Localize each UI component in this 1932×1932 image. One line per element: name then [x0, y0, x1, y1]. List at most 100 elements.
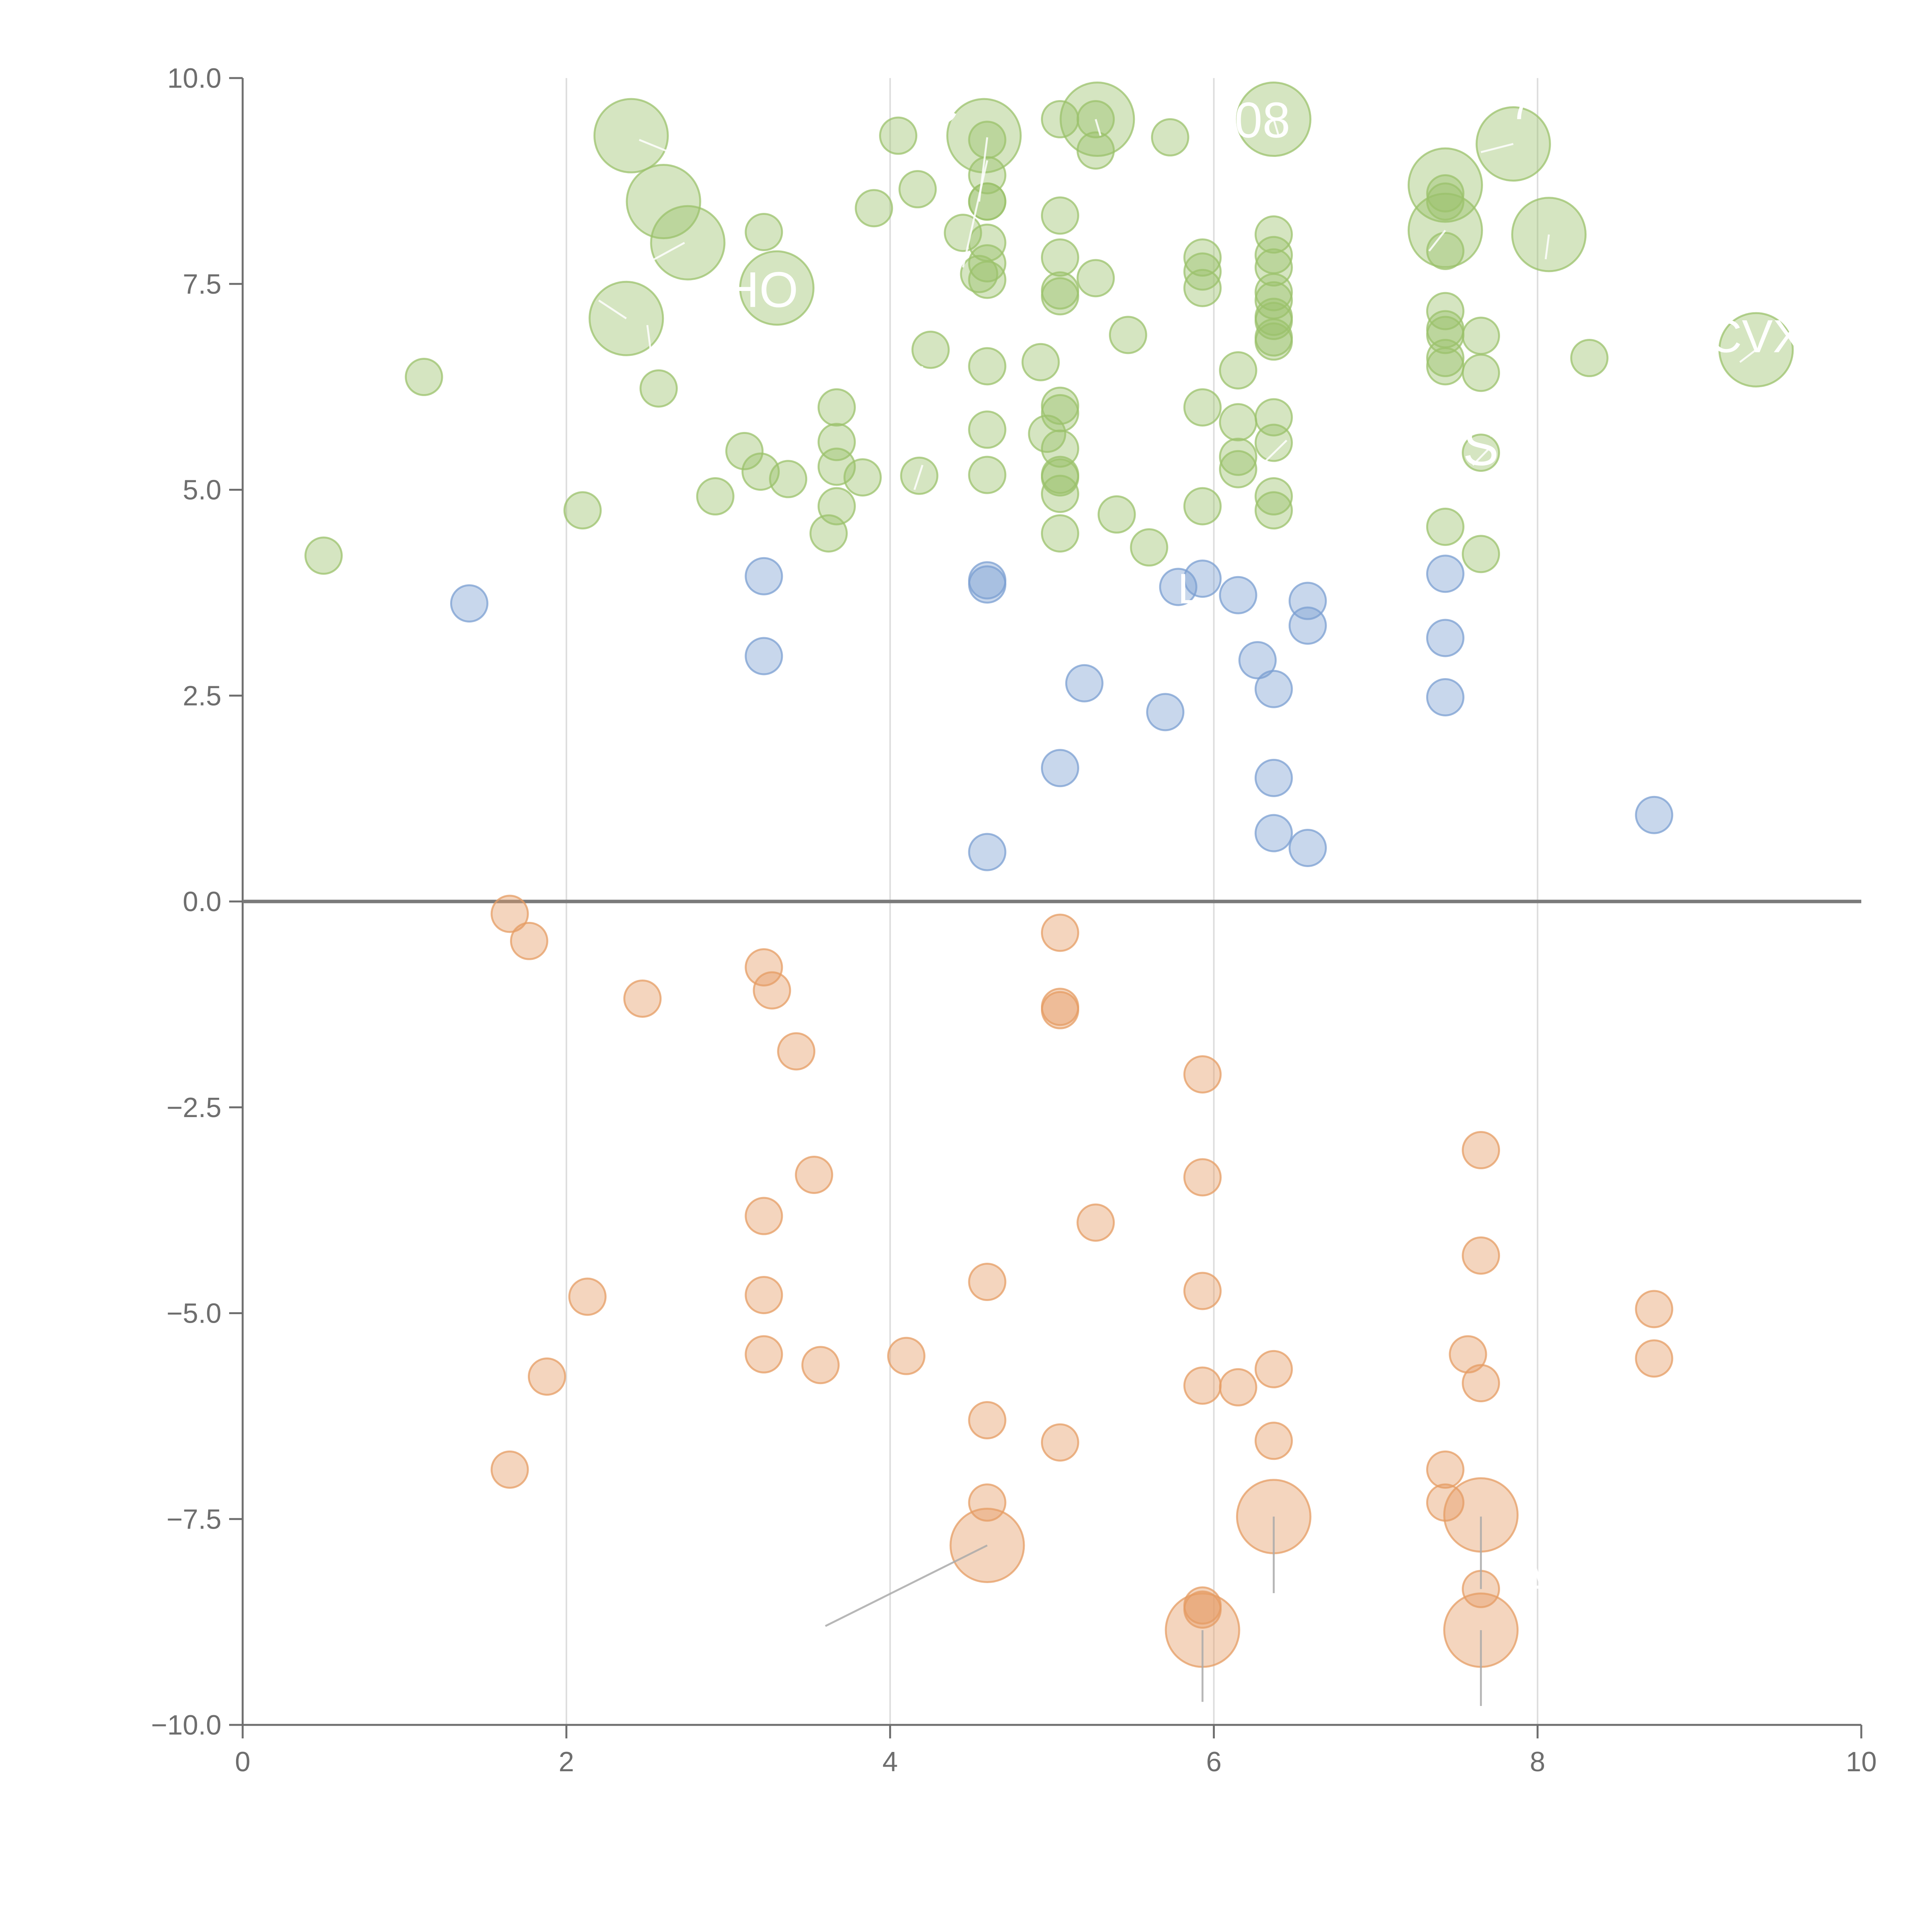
green-bubble: [968, 182, 1007, 221]
green-bubble: [843, 458, 882, 497]
green-bubble: [1219, 437, 1257, 476]
leader-line: [646, 325, 652, 350]
green-bubble: [1041, 458, 1079, 497]
green-bubble: [879, 116, 918, 155]
orange-bubble: [753, 971, 791, 1010]
blue-bubble: [1426, 619, 1464, 657]
green-bubble: [1219, 450, 1257, 488]
green-bubble: [911, 330, 950, 369]
x-tick-label: 0: [235, 1747, 250, 1777]
blue-bubble: [1254, 670, 1293, 708]
point-label: 7: [1510, 81, 1533, 129]
orange-bubble: [490, 1450, 529, 1489]
orange-bubble: [1635, 1339, 1673, 1378]
green-bubble: [1041, 100, 1079, 139]
orange-bubble: [1462, 1236, 1500, 1275]
green-bubble: [1462, 354, 1500, 392]
blue-bubble: [1288, 606, 1327, 645]
green-bubble: [968, 456, 1007, 494]
leader-line: [1480, 143, 1514, 153]
green-bubble: [745, 213, 783, 251]
orange-bubble: [801, 1346, 840, 1384]
green-bubble: [739, 250, 815, 326]
green-bubble: [1021, 343, 1060, 381]
y-tick-label: −10.0: [151, 1710, 221, 1741]
orange-bubble: [1449, 1335, 1487, 1374]
green-bubble: [639, 369, 678, 408]
green-bubble: [1183, 487, 1222, 526]
green-bubble: [563, 491, 602, 530]
green-bubble: [1426, 232, 1464, 270]
x-tick-label: 6: [1206, 1747, 1221, 1777]
leader-line: [1472, 448, 1490, 466]
y-tick-label: −5.0: [167, 1298, 221, 1329]
orange-bubble: [510, 922, 548, 960]
green-bubble: [817, 447, 856, 486]
y-tick-label: −7.5: [167, 1504, 221, 1535]
orange-bubble: [887, 1337, 925, 1375]
leader-line: [1265, 439, 1287, 462]
green-bubble: [1028, 415, 1066, 453]
blue-bubble: [1183, 560, 1222, 598]
green-bubble: [1426, 182, 1464, 221]
x-tick-label: 4: [883, 1747, 898, 1777]
orange-bubble: [795, 1155, 833, 1194]
y-tick-label: 5.0: [183, 475, 221, 506]
orange-bubble: [1254, 1422, 1293, 1460]
green-bubble: [1060, 82, 1135, 157]
orange-bubble: [968, 1401, 1007, 1440]
green-bubble: [1426, 507, 1464, 546]
orange-bubble: [1426, 1450, 1464, 1489]
green-bubble: [1219, 351, 1257, 390]
y-tick-label: 10.0: [167, 63, 221, 94]
green-bubble: [1254, 215, 1293, 254]
orange-bubble: [623, 979, 662, 1018]
green-bubble: [405, 358, 443, 396]
blue-bubble: [1219, 576, 1257, 614]
blue-bubble: [745, 637, 783, 675]
green-bubble: [1077, 259, 1115, 298]
blue-bubble: [1635, 796, 1673, 834]
leader-line: [639, 139, 680, 157]
orange-bubble: [1462, 1364, 1500, 1403]
point-label: CVX: [1708, 311, 1804, 362]
orange-bubble: [1183, 1366, 1222, 1405]
point-label: A: [1520, 1559, 1549, 1607]
green-bubble: [1254, 491, 1293, 530]
blue-bubble: [968, 565, 1007, 604]
point-label: HO: [723, 261, 798, 318]
green-bubble: [769, 460, 808, 498]
leader-line: [962, 160, 988, 268]
blue-bubble: [450, 584, 488, 623]
x-tick-label: 2: [559, 1747, 574, 1777]
green-bubble: [1254, 302, 1293, 340]
orange-bubble: [1183, 1272, 1222, 1310]
x-tick-label: 10: [1846, 1747, 1877, 1777]
green-bubble: [1041, 277, 1079, 316]
orange-bubble: [745, 1276, 783, 1315]
y-tick-label: 0.0: [183, 886, 221, 917]
orange-bubble: [745, 1335, 783, 1374]
orange-bubble: [1219, 1368, 1257, 1406]
leader-line: [1428, 230, 1446, 252]
green-bubble: [1254, 477, 1293, 516]
green-bubble: [898, 170, 937, 209]
green-bubble: [725, 432, 764, 470]
orange-bubble: [968, 1263, 1007, 1301]
green-bubble: [1151, 118, 1189, 156]
leader-line: [913, 366, 923, 383]
leader-line: [703, 184, 721, 202]
orange-bubble: [1041, 1423, 1079, 1462]
green-bubble: [650, 205, 726, 281]
green-bubble: [1077, 131, 1115, 170]
green-bubble: [626, 164, 701, 240]
leader-lines: [598, 119, 1757, 1706]
blue-bubble: [1146, 693, 1185, 731]
blue-bubble: [1288, 828, 1327, 867]
axes: 10.0 7.5 5.0 2.5 0.0 −2.5 −5.0 −7.5 −10.0 0 2 4 6 8 10: [151, 63, 1877, 1777]
orange-bubble: [1254, 1350, 1293, 1388]
green-bubble: [1041, 394, 1079, 432]
point-label: L: [1178, 565, 1201, 613]
